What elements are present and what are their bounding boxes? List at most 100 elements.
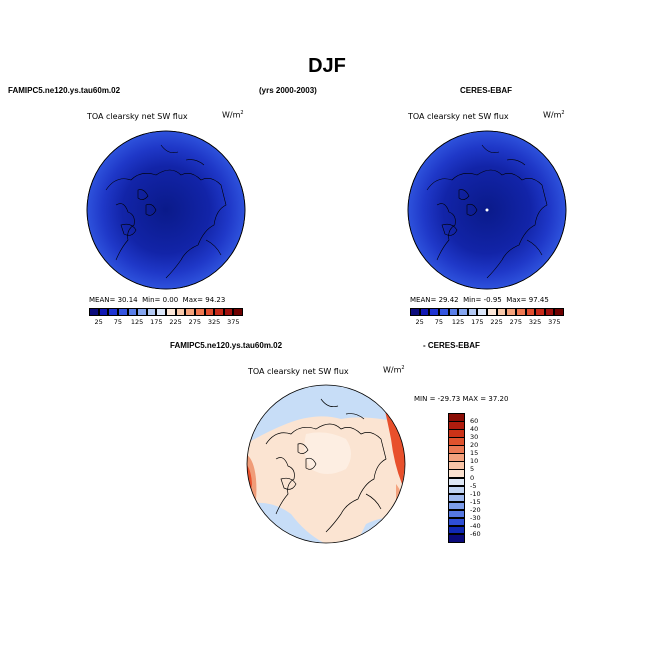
panel1-max: 94.23 [205,296,226,304]
panel2-colorbar-cell [429,308,439,316]
panel2-colorbar-tick: 25 [415,318,424,326]
panel3-colorbar-tick: 5 [470,465,475,474]
panel1-colorbar-cell [98,308,109,316]
panel3-units: W/m2 [383,365,405,375]
panel2-min: -0.95 [483,296,502,304]
panel3-colorbar-tick: -40 [470,521,481,530]
panel2-title: TOA clearsky net SW flux [408,112,509,121]
panel1-coastlines [105,144,227,279]
panel3-colorbar [448,413,465,543]
panel1-colorbar-cell [108,308,118,316]
panel2-pole-dot [485,208,489,212]
panel2-colorbar-cell [448,308,459,316]
panel1-colorbar-cell [185,308,195,316]
panel3-colorbar-tick: 0 [470,473,475,482]
panel1-colorbar-tick: 225 [169,318,182,326]
panel1-colorbar-tick: 125 [130,318,144,326]
panel3-title: TOA clearsky net SW flux [248,367,349,376]
panel1-colorbar-tick: 25 [94,318,103,326]
panel2-mean: 29.42 [438,296,459,304]
panel3-colorbar-tick: -20 [470,505,481,514]
panel2-colorbar-cell [535,308,545,316]
panel1-colorbar-cell [146,308,157,316]
panel1-min: 0.00 [162,296,179,304]
panel2-colorbar-cell [438,308,449,316]
panel2-colorbar-cell [544,308,555,316]
panel1-colorbar-cell [117,308,128,316]
panel1-colorbar-tick: 275 [188,318,202,326]
panel1-colorbar-cell [137,308,147,316]
panel2-colorbar-cell [506,308,516,316]
panel2-colorbar-cell [467,308,478,316]
panel2-colorbar-tick: 125 [451,318,465,326]
panel1-colorbar-cell [89,308,99,316]
panel2-colorbar-cell [496,308,507,316]
panel1-colorbar-tick: 375 [227,318,240,326]
panel1-colorbar [89,308,243,316]
panel1-colorbar-cell [175,308,186,316]
panel1-polar-map [86,130,246,290]
panel2-colorbar-cell [487,308,497,316]
panel2-colorbar-tick: 225 [490,318,503,326]
panel1-colorbar-tick: 75 [113,318,123,326]
panel3-colorbar-cell [448,533,465,543]
panel3-colorbar-tick: 10 [470,457,479,466]
panel2-colorbar-tick: 175 [471,318,484,326]
panel3-colorbar-tick: -30 [470,513,481,522]
panel2-colorbar-cell [477,308,487,316]
years-label: (yrs 2000-2003) [259,86,317,95]
panel3-colorbar-tick: -5 [470,481,477,490]
panel1-colorbar-cell [156,308,166,316]
panel3-coastlines [265,398,387,533]
panel1-colorbar-tick: 325 [207,318,221,326]
left-case-label: FAMIPC5.ne120.ys.tau60m.02 [8,86,121,95]
panel3-polar-map [246,384,406,544]
panel2-colorbar-cell [458,308,468,316]
panel2-colorbar-tick: 275 [509,318,523,326]
panel1-title: TOA clearsky net SW flux [87,112,188,121]
panel3-minmax: MIN = -29.73 MAX = 37.20 [414,395,509,403]
panel1-stats: MEAN= 30.14 Min= 0.00 Max= 94.23 [89,296,226,304]
panel2-colorbar-cell [515,308,526,316]
panel2-max: 97.45 [528,296,549,304]
diff-case-label: FAMIPC5.ne120.ys.tau60m.02 [170,341,283,350]
panel1-colorbar-tick: 175 [150,318,163,326]
panel2-stats: MEAN= 29.42 Min= -0.95 Max= 97.45 [410,296,549,304]
panel2-colorbar-cell [554,308,564,316]
panel3-colorbar-tick: 15 [470,449,479,458]
panel1-colorbar-cell [204,308,215,316]
panel1-colorbar-cell [223,308,234,316]
page-title: DJF [308,55,346,77]
panel2-colorbar-tick: 75 [434,318,444,326]
diff-minus-label: - CERES-EBAF [423,341,480,350]
panel1-disk [86,130,246,290]
panel3-colorbar-tick: 60 [470,417,479,426]
panel3-field [247,385,405,543]
panel1-colorbar-cell [233,308,243,316]
panel3-colorbar-tick: -15 [470,497,481,506]
panel3-colorbar-tick: 40 [470,425,479,434]
panel2-units: W/m2 [543,110,565,120]
panel3-colorbar-tick: -60 [470,529,481,538]
panel2-polar-map [407,130,567,290]
panel1-colorbar-cell [166,308,176,316]
panel2-colorbar-tick: 325 [528,318,542,326]
panel1-colorbar-cell [127,308,138,316]
panel1-colorbar-cell [214,308,224,316]
panel1-units: W/m2 [222,110,244,120]
panel1-colorbar-ticks: 25 75 125 175 225 275 325 375 [89,318,243,328]
panel1-colorbar-cell [194,308,205,316]
panel3-colorbar-tick: 20 [470,441,479,450]
panel2-colorbar-cell [410,308,420,316]
right-case-label: CERES-EBAF [460,86,513,95]
panel2-colorbar [410,308,564,316]
panel2-colorbar-tick: 375 [548,318,561,326]
panel1-mean: 30.14 [117,296,138,304]
panel3-colorbar-ticks: 60 40 30 20 15 10 5 0 -5 -10 -15 -20 -30 -40 -60 [470,413,500,542]
panel3-colorbar-tick: 30 [470,433,479,442]
panel2-colorbar-ticks: 25 75 125 175 225 275 325 375 [410,318,564,328]
panel2-coastlines [426,144,548,279]
panel2-colorbar-cell [419,308,430,316]
panel2-colorbar-cell [525,308,536,316]
panel3-colorbar-tick: -10 [470,489,481,498]
